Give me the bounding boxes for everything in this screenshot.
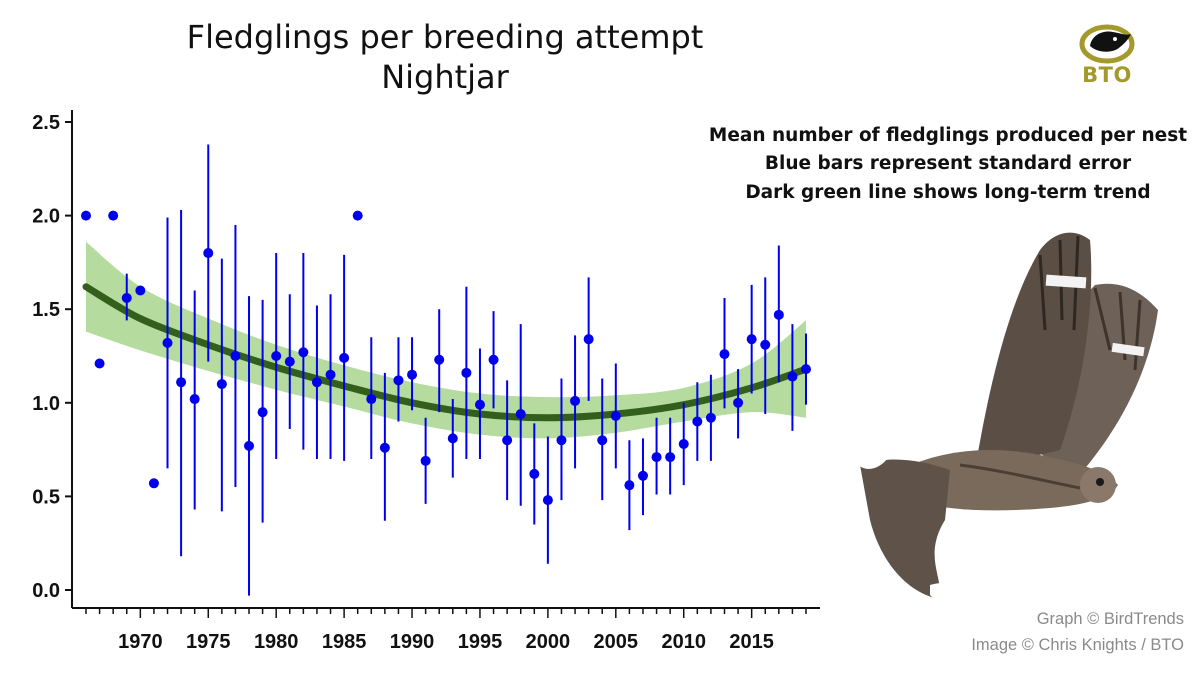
data-point-2001: [556, 435, 567, 446]
data-point-2009: [665, 452, 676, 463]
data-point-2019: [801, 364, 811, 375]
trend-ci-band: [86, 241, 806, 439]
data-point-1975: [203, 248, 214, 259]
data-point-1978: [244, 440, 255, 451]
data-point-1997: [502, 435, 513, 446]
nightjar-bird-icon: [855, 232, 1158, 603]
data-point-1976: [216, 379, 227, 390]
data-point-1994: [461, 367, 472, 378]
data-point-2008: [651, 452, 662, 463]
data-point-1967: [94, 358, 105, 369]
data-point-2000: [542, 495, 553, 506]
chart-subtitle: Nightjar: [381, 58, 509, 96]
data-point-1979: [257, 407, 268, 418]
data-point-1993: [447, 433, 458, 444]
data-point-1999: [529, 468, 540, 479]
data-point-1973: [176, 377, 187, 388]
x-tick-label-1995: 1995: [458, 631, 503, 653]
chart-title: Fledglings per breeding attempt: [186, 18, 704, 56]
x-tick-label-1970: 1970: [118, 631, 163, 653]
data-point-2012: [705, 412, 716, 423]
note-error-bars: Blue bars represent standard error: [764, 153, 1132, 174]
data-point-1977: [230, 351, 241, 361]
data-point-1984: [325, 369, 336, 380]
trend-ci-band-group: [86, 241, 806, 439]
data-point-1995: [474, 399, 485, 410]
data-point-1987: [366, 394, 377, 405]
data-point-1991: [420, 455, 431, 466]
data-point-2014: [733, 397, 744, 408]
data-point-2016: [760, 339, 771, 350]
data-point-2002: [570, 395, 581, 406]
data-point-1990: [407, 369, 418, 380]
x-tick-label-1975: 1975: [186, 631, 231, 653]
data-point-2013: [719, 349, 730, 360]
data-point-1986: [352, 210, 363, 221]
y-tick-label-0.0: 0.0: [32, 580, 60, 602]
data-point-1970: [135, 285, 146, 296]
x-tick-label-2010: 2010: [661, 631, 706, 653]
x-tick-label-1985: 1985: [322, 631, 367, 653]
data-point-1980: [271, 351, 282, 361]
x-tick-label-1980: 1980: [254, 631, 299, 653]
data-point-2018: [787, 371, 798, 382]
graph-credit: Graph © BirdTrends: [1036, 610, 1184, 628]
x-tick-label-1990: 1990: [390, 631, 435, 653]
data-point-2015: [746, 334, 757, 345]
data-point-1985: [339, 352, 350, 363]
data-point-1998: [515, 409, 526, 420]
data-point-1988: [379, 442, 390, 453]
note-trend: Dark green line shows long-term trend: [745, 182, 1151, 203]
data-point-1992: [434, 354, 445, 365]
data-point-2005: [610, 410, 621, 421]
data-point-1982: [298, 347, 309, 358]
bto-logo-text: BTO: [1082, 63, 1132, 87]
data-point-2006: [624, 480, 635, 491]
y-tick-label-1.5: 1.5: [32, 299, 60, 321]
data-point-1974: [189, 394, 200, 405]
data-point-1989: [393, 375, 404, 386]
data-point-2007: [637, 470, 648, 481]
data-point-1972: [162, 337, 173, 348]
data-point-group: [81, 210, 811, 506]
y-tick-label-2.5: 2.5: [32, 112, 60, 134]
x-tick-label-2005: 2005: [594, 631, 639, 653]
image-credit: Image © Chris Knights / BTO: [971, 636, 1184, 654]
note-mean: Mean number of fledglings produced per n…: [708, 125, 1188, 146]
x-tick-label-2000: 2000: [526, 631, 571, 653]
axes: 0.0 0.5 1.0 1.5 2.0 2.5 1970 1975 1980 1985 1990 19…: [32, 110, 820, 653]
bird-eye-icon: [1079, 24, 1135, 64]
trend-line-group: [82, 283, 810, 422]
data-point-1968: [108, 210, 119, 221]
y-tick-label-2.0: 2.0: [32, 206, 60, 228]
data-point-2003: [583, 334, 594, 345]
data-point-1969: [121, 292, 132, 303]
data-point-1996: [488, 354, 499, 365]
data-point-2017: [773, 309, 784, 320]
data-point-2004: [597, 435, 608, 446]
y-tick-label-1.0: 1.0: [32, 393, 60, 415]
data-point-2010: [678, 438, 689, 449]
data-point-1981: [284, 356, 295, 367]
data-point-1966: [81, 210, 91, 221]
trend-line: [82, 283, 810, 422]
data-point-2011: [692, 416, 703, 427]
data-point-1971: [148, 478, 159, 489]
data-point-1983: [311, 377, 322, 388]
y-tick-label-0.5: 0.5: [32, 486, 60, 508]
x-tick-label-2015: 2015: [729, 631, 774, 653]
